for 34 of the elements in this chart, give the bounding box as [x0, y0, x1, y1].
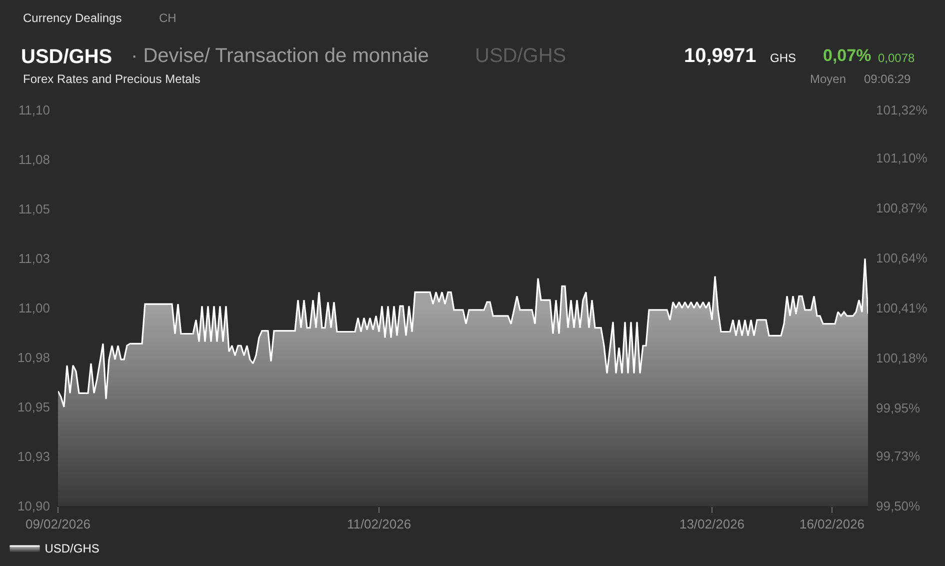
text: 0,0078 [878, 51, 916, 65]
y-tick-label: 11,08 [18, 152, 50, 168]
y2-tick-label: 99,95% [876, 400, 921, 416]
y2-tick-label: 100,18% [876, 350, 928, 366]
y-tick-label: 10,93 [17, 449, 50, 464]
x-tick-label: 11/02/2026 [346, 516, 412, 532]
text: 09:06:29 [864, 72, 912, 86]
text: CH [159, 11, 176, 25]
y-tick-label: 11,00 [18, 300, 50, 316]
legend-label: USD/GHS [44, 542, 100, 556]
y2-tick-label: 99,50% [876, 498, 921, 514]
y2-tick-label: 101,32% [876, 102, 928, 118]
chart-subtitle: Forex Rates and Precious Metals [23, 72, 200, 86]
y-tick-label: 11,10 [18, 102, 50, 118]
x-tick-label: 16/02/2026 [799, 516, 865, 532]
y2-tick-label: 101,10% [876, 150, 928, 166]
text: 10,9971 [684, 45, 756, 67]
x-tick-label: 09/02/2026 [25, 516, 91, 532]
text: 0,07% [823, 46, 872, 65]
y-tick-label: 10,90 [17, 498, 50, 514]
y-tick-label: 11,03 [18, 251, 50, 266]
text: · Devise/ Transaction de monnaie [131, 45, 429, 67]
y-tick-label: 10,98 [17, 350, 50, 366]
text: GHS [770, 51, 796, 65]
text: Currency Dealings [23, 11, 122, 25]
y-tick-label: 11,05 [18, 202, 50, 217]
y2-tick-label: 100,64% [876, 250, 928, 266]
x-tick-label: 13/02/2026 [679, 516, 745, 532]
y-tick-label: 10,95 [17, 400, 50, 415]
y2-tick-label: 100,41% [876, 300, 928, 316]
chart-title: USD/GHS [21, 46, 112, 68]
y2-tick-label: 99,73% [876, 448, 921, 464]
text: Moyen [810, 72, 846, 86]
y2-tick-label: 100,87% [876, 200, 928, 216]
